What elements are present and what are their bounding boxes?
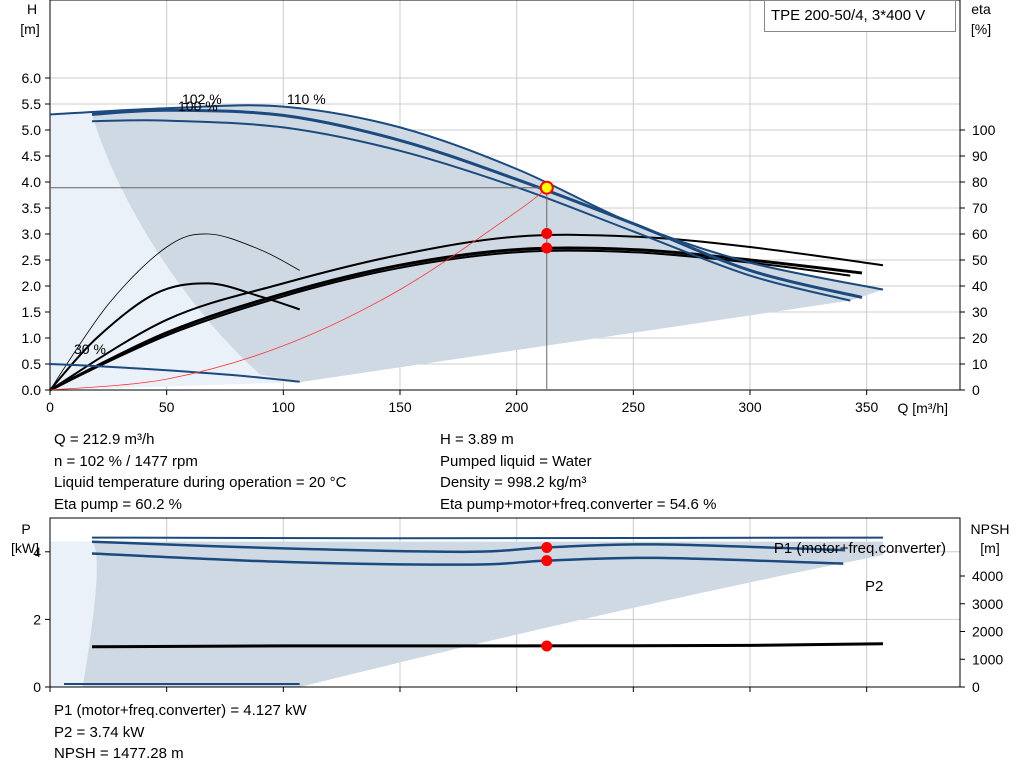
info-speed: n = 102 % / 1477 rpm <box>54 452 198 470</box>
curve-label-110: 110 % <box>287 91 326 107</box>
x-tick-label: 100 <box>272 399 296 415</box>
info-p2: P2 = 3.74 kW <box>54 723 145 741</box>
plot-frame <box>49 0 961 391</box>
y-axis-unit: [m] <box>20 21 39 37</box>
x-axis-label: Q [m³/h] <box>897 400 948 416</box>
curve-label-100: 100 % <box>178 98 218 114</box>
power-curve-max <box>91 536 884 540</box>
power-npsh-chart: 0 2 4 0 1000 2000 3000 4000 P [kW] NPSH [m] P1 (moto… <box>11 517 1010 695</box>
x-tick-label: 50 <box>159 399 175 415</box>
duty-point-p2 <box>541 555 553 567</box>
y2-tick-label: 40 <box>972 278 988 294</box>
y2-tick-label: 50 <box>972 252 988 268</box>
y-axis-unit: [kW] <box>11 540 39 556</box>
y2-tick-label: 30 <box>972 304 988 320</box>
y-tick-label: 0.0 <box>22 382 42 398</box>
info-eta-pump: Eta pump = 60.2 % <box>54 495 182 513</box>
y2-tick-label: 0 <box>972 679 980 695</box>
y-tick-label: 3.5 <box>22 200 42 216</box>
y2-tick-label: 70 <box>972 200 988 216</box>
y2-tick-label: 80 <box>972 174 988 190</box>
info-h: H = 3.89 m <box>440 431 514 448</box>
curve-label-102: 102 % <box>182 91 222 107</box>
p2-curve <box>91 552 844 566</box>
curve-label-30: 30 % <box>74 341 106 357</box>
info-eta-total: Eta pump+motor+freq.converter = 54.6 % <box>440 495 717 513</box>
y-tick-label: 0 <box>33 679 41 695</box>
y-axis-label: P <box>21 521 30 537</box>
info-density: Density = 998.2 kg/m³ <box>440 474 587 491</box>
y-tick-label: 6.0 <box>22 70 42 86</box>
info-p1: P1 (motor+freq.converter) = 4.127 kW <box>54 702 307 719</box>
eta-curve <box>49 233 884 391</box>
y2-tick-label: 10 <box>972 356 988 372</box>
y-tick-label: 2.0 <box>22 278 42 294</box>
y2-axis-unit: [%] <box>971 21 991 37</box>
y-tick-label: 4 <box>33 544 41 560</box>
chart-title-box: TPE 200-50/4, 3*400 V <box>764 0 956 32</box>
y-tick-label: 5.5 <box>22 96 42 112</box>
duty-point-npsh <box>541 640 553 652</box>
y2-tick-label: 20 <box>972 330 988 346</box>
y2-tick-label: 3000 <box>972 596 1003 612</box>
duty-point-eta <box>541 227 553 239</box>
y-tick-label: 0.5 <box>22 356 42 372</box>
x-tick-label: 200 <box>505 399 529 415</box>
info-bottom: P1 (motor+freq.converter) = 4.127 kW P2 … <box>54 700 307 765</box>
y-tick-label: 5.0 <box>22 122 42 138</box>
y-tick-label: 2.5 <box>22 252 42 268</box>
y-tick-label: 4.5 <box>22 148 42 164</box>
npsh-curve <box>91 642 884 649</box>
duty-point-p1 <box>541 542 553 554</box>
head-curve <box>91 119 851 302</box>
y2-tick-label: 4000 <box>972 568 1003 584</box>
x-tick-label: 350 <box>855 399 879 415</box>
eta-curve <box>49 233 300 391</box>
y2-axis-label: eta <box>971 1 991 17</box>
y2-tick-label: 90 <box>972 148 988 164</box>
info-q: Q = 212.9 m³/h <box>54 431 155 448</box>
info-liquid-temp: Liquid temperature during operation = 20… <box>54 474 347 491</box>
y-tick-label: 2 <box>33 611 41 627</box>
head-curve <box>91 108 863 299</box>
y2-tick-label: 100 <box>972 122 996 138</box>
head-curve <box>49 104 884 291</box>
y2-axis-unit: [m] <box>980 540 999 556</box>
operating-envelope <box>92 105 883 383</box>
info-top-right: H = 3.89 m Pumped liquid = Water Density… <box>440 429 716 515</box>
x-tick-label: 0 <box>46 399 54 415</box>
system-curve <box>49 187 548 391</box>
x-tick-label: 150 <box>388 399 412 415</box>
plot-frame <box>49 517 961 688</box>
info-top-left: Q = 212.9 m³/h n = 102 % / 1477 rpm Liqu… <box>54 429 346 515</box>
eta-curve <box>49 282 301 391</box>
chart-title: TPE 200-50/4, 3*400 V <box>771 7 926 24</box>
y-tick-label: 3.0 <box>22 226 42 242</box>
head-curve <box>49 363 300 383</box>
info-npsh: NPSH = 1477.28 m <box>54 745 184 762</box>
head-eta-chart: 0 50 100 150 200 250 300 3500.00.51.01.52.02.53… <box>20 0 996 416</box>
p1-curve <box>91 540 844 554</box>
info-liquid: Pumped liquid = Water <box>440 452 592 470</box>
x-tick-label: 300 <box>738 399 762 415</box>
p2-curve-label: P2 <box>865 578 883 595</box>
x-tick-label: 250 <box>622 399 646 415</box>
y-tick-label: 4.0 <box>22 174 42 190</box>
duty-point-head <box>539 180 554 195</box>
y2-tick-label: 2000 <box>972 624 1003 640</box>
y-tick-label: 1.5 <box>22 304 42 320</box>
y-tick-label: 1.0 <box>22 330 42 346</box>
y2-tick-label: 0 <box>972 382 980 398</box>
y2-tick-label: 60 <box>972 226 988 242</box>
p1-curve-label: P1 (motor+freq.converter) <box>774 540 946 557</box>
operating-envelope <box>82 541 883 687</box>
y2-tick-label: 1000 <box>972 651 1003 667</box>
y-axis-label: H <box>27 1 37 17</box>
duty-point-eta <box>541 242 553 254</box>
y2-axis-label: NPSH <box>971 521 1010 537</box>
